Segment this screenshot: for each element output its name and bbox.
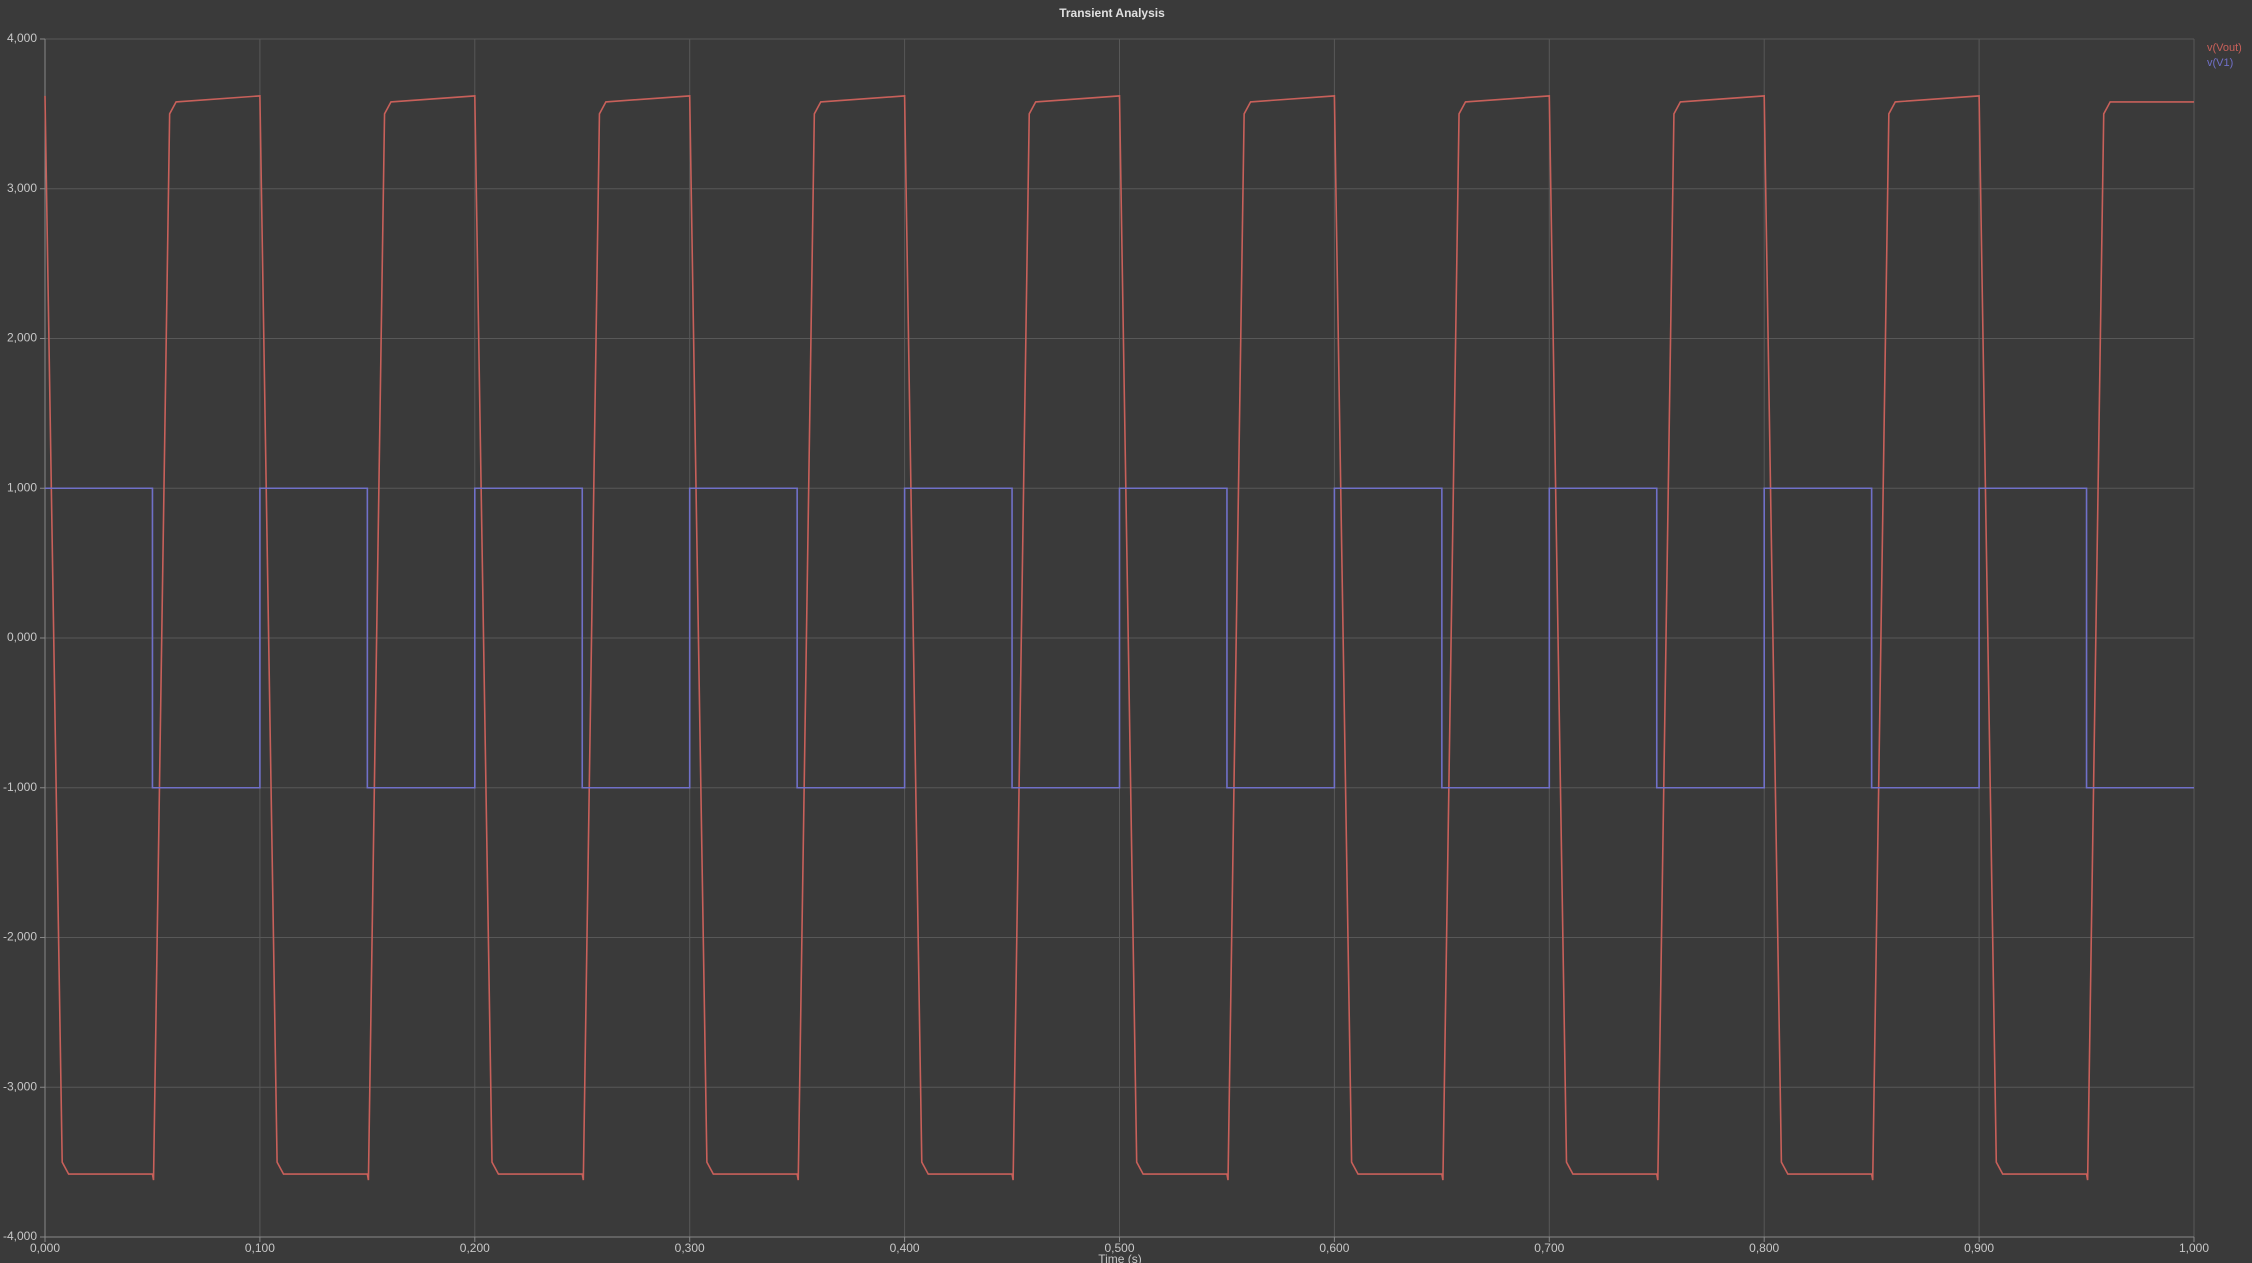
x-tick-label: 0,100 <box>245 1241 275 1255</box>
x-tick-label: 0,000 <box>30 1241 60 1255</box>
x-tick-label: 0,300 <box>675 1241 705 1255</box>
x-tick-label: 0,500 <box>1104 1241 1134 1255</box>
x-tick-label: 0,200 <box>460 1241 490 1255</box>
chart-title: Transient Analysis <box>1059 6 1165 20</box>
x-tick-label: 0,400 <box>890 1241 920 1255</box>
x-tick-label: 0,800 <box>1749 1241 1779 1255</box>
y-tick-label: -4,000 <box>3 1229 37 1243</box>
x-tick-label: 0,600 <box>1319 1241 1349 1255</box>
y-tick-label: 2,000 <box>7 331 37 345</box>
series-line <box>44 95 2194 1181</box>
y-tick-label: -1,000 <box>3 780 37 794</box>
legend-label: v(V1) <box>2207 57 2233 69</box>
y-tick-label: 0,000 <box>7 630 37 644</box>
y-tick-label: 1,000 <box>7 480 37 494</box>
x-tick-label: 0,900 <box>1964 1241 1994 1255</box>
y-tick-label: 3,000 <box>7 181 37 195</box>
x-tick-label: 1,000 <box>2179 1241 2209 1255</box>
y-tick-label: -2,000 <box>3 930 37 944</box>
x-axis-label: Time (s) <box>1098 1252 1142 1263</box>
y-tick-label: 4,000 <box>7 31 37 45</box>
legend-label: v(Vout) <box>2207 42 2242 54</box>
y-tick-label: -3,000 <box>3 1079 37 1093</box>
x-tick-label: 0,700 <box>1534 1241 1564 1255</box>
series-line <box>45 487 2194 789</box>
